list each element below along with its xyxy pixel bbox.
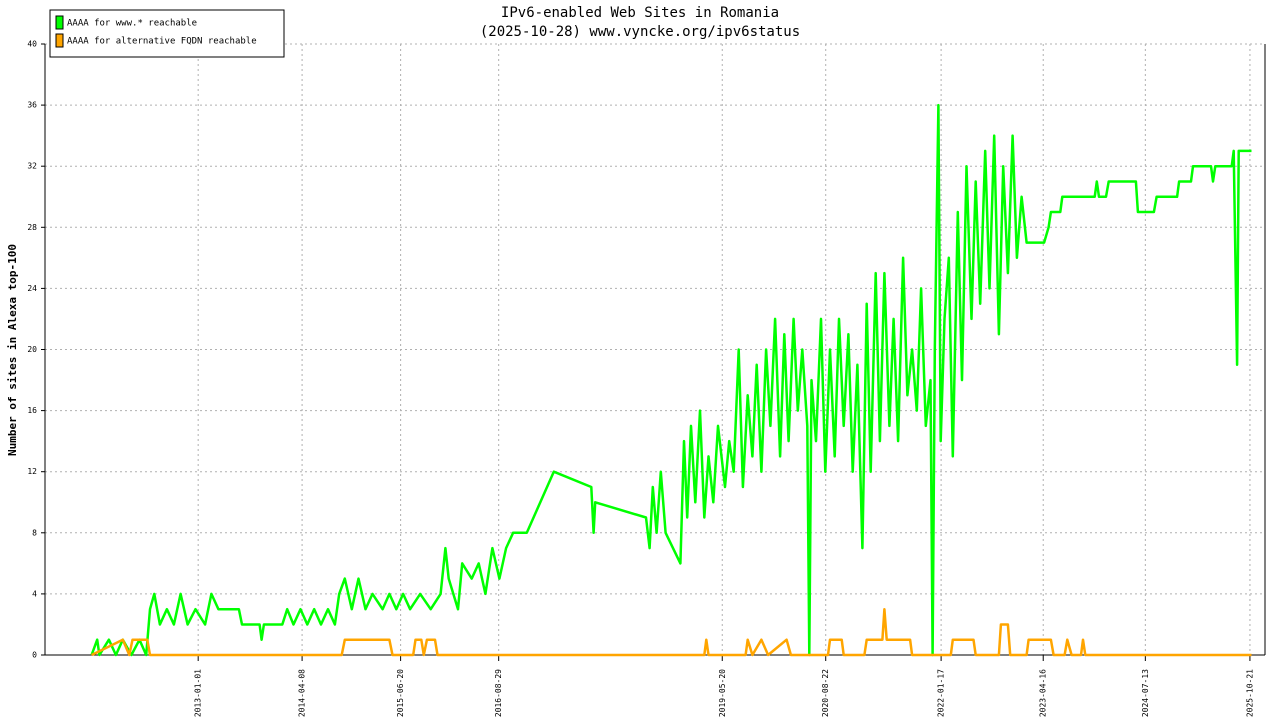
x-tick-label: 2013-01-01 xyxy=(194,669,203,717)
x-tick-label: 2016-08-29 xyxy=(494,669,503,717)
y-tick-label: 28 xyxy=(27,223,37,232)
series-line xyxy=(90,103,1252,657)
legend-label: AAAA for www.* reachable xyxy=(67,19,197,29)
y-axis-label: Number of sites in Alexa top-100 xyxy=(6,244,19,456)
y-tick-label: 32 xyxy=(27,162,37,171)
y-tick-label: 12 xyxy=(27,467,37,476)
y-tick-label: 24 xyxy=(27,284,37,293)
legend-swatch xyxy=(55,15,64,30)
x-tick-label: 2024-07-13 xyxy=(1141,669,1150,717)
x-tick-label: 2014-04-08 xyxy=(298,669,307,717)
chart-title: IPv6-enabled Web Sites in Romania xyxy=(501,5,779,21)
y-tick-label: 16 xyxy=(27,406,37,415)
x-tick-label: 2020-08-22 xyxy=(821,669,830,717)
y-tick-label: 4 xyxy=(32,589,37,598)
x-tick-label: 2025-10-21 xyxy=(1245,669,1254,717)
x-tick-label: 2023-04-16 xyxy=(1039,669,1048,717)
legend-label: AAAA for alternative FQDN reachable xyxy=(67,37,257,47)
x-tick-label: 2022-01-17 xyxy=(937,669,946,717)
y-tick-label: 40 xyxy=(27,40,37,49)
legend-box xyxy=(49,9,285,58)
series-line xyxy=(91,607,1252,657)
x-tick-label: 2015-06-20 xyxy=(396,669,405,717)
y-tick-label: 0 xyxy=(32,651,37,660)
legend-swatch xyxy=(55,33,64,48)
y-tick-label: 8 xyxy=(32,528,37,537)
x-tick-label: 2019-05-20 xyxy=(718,669,727,717)
y-tick-label: 20 xyxy=(27,345,37,354)
y-tick-label: 36 xyxy=(27,101,37,110)
chart-subtitle: (2025-10-28) www.vyncke.org/ipv6status xyxy=(480,24,800,40)
